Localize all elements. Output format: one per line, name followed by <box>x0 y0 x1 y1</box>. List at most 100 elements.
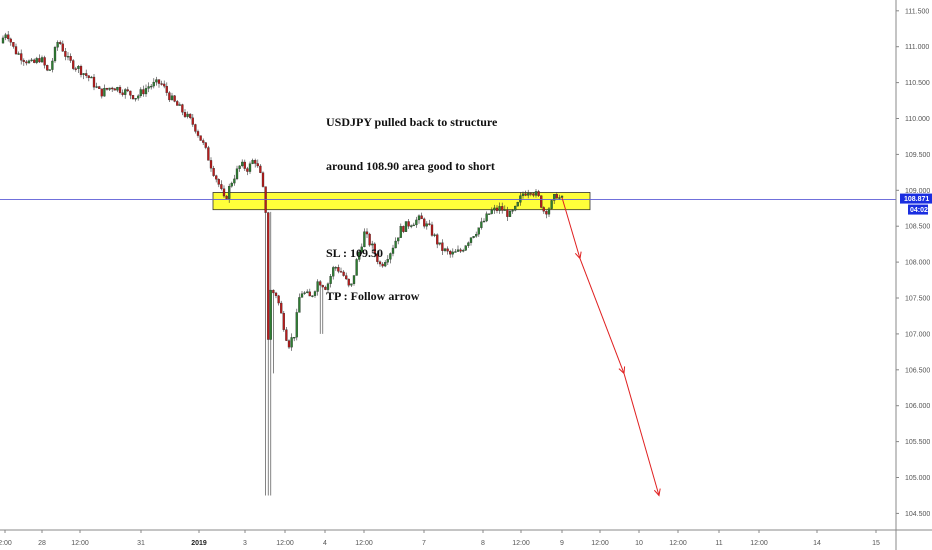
time-tick-label: 11 <box>715 540 722 547</box>
candle-body <box>27 60 31 64</box>
candle-body <box>313 291 317 296</box>
candle-body <box>285 329 288 341</box>
arrow-segment <box>561 197 581 259</box>
candle-body <box>116 87 119 91</box>
candle-body <box>321 285 324 288</box>
candle-body <box>1 37 5 44</box>
candle-body <box>251 160 254 164</box>
candle-body <box>272 289 275 294</box>
price-tick-label: 110.000 <box>905 116 930 123</box>
candle-body <box>209 160 213 169</box>
candle-body <box>235 168 239 180</box>
price-tick-label: 104.500 <box>905 511 930 518</box>
candle-body <box>7 34 10 40</box>
candle-body <box>51 60 54 70</box>
candle-body <box>4 34 7 39</box>
candle-body <box>160 83 163 85</box>
candle-body <box>204 142 207 148</box>
candle-body <box>550 200 553 209</box>
candle-body <box>319 281 322 286</box>
candle-body <box>35 58 38 63</box>
candle-body <box>241 161 244 167</box>
candle-body <box>69 56 72 61</box>
candle-body <box>168 92 171 101</box>
candle-body <box>256 163 259 167</box>
candle-body <box>553 194 556 201</box>
candle-body <box>134 98 137 100</box>
candle-body <box>295 312 298 338</box>
candle-body <box>129 90 132 96</box>
candle-body <box>337 267 340 272</box>
time-tick-label: 14 <box>813 540 821 547</box>
candle-body <box>441 242 444 251</box>
candle-body <box>428 223 431 225</box>
candle-body <box>53 47 57 62</box>
time-tick-label: 12:00 <box>591 540 609 547</box>
arrow-segment <box>579 258 625 374</box>
time-tick-label: 12:00 <box>750 540 768 547</box>
candle-body <box>547 208 551 215</box>
candle-body <box>9 38 12 43</box>
candle-body <box>77 66 80 69</box>
candle-body <box>514 205 517 211</box>
candle-body <box>529 193 532 195</box>
candle-body <box>79 66 83 75</box>
candle-body <box>290 337 293 348</box>
candle-body <box>339 271 343 273</box>
candle-body <box>121 92 124 95</box>
time-tick-label: 7 <box>422 540 426 547</box>
candle-body <box>274 292 278 296</box>
candle-body <box>381 263 384 267</box>
time-tick-label: 2:00 <box>0 540 12 547</box>
yellow-zone-rect <box>212 192 591 211</box>
candle-body <box>46 65 49 71</box>
candle-body <box>98 86 101 89</box>
candle-body <box>259 165 262 173</box>
candle-body <box>433 234 436 236</box>
price-tick-label: 105.500 <box>905 439 930 446</box>
candle-body <box>298 297 301 313</box>
price-badge <box>900 193 932 204</box>
time-tick-label: 15 <box>872 540 880 547</box>
candle-body <box>144 88 148 95</box>
candle-body <box>12 42 15 47</box>
candle-body <box>480 221 483 228</box>
time-axis[interactable]: 2:00 28 12:00 31 2019 3 12:00 4 12:00 7 8 12:00 9 12:… <box>0 529 932 547</box>
candle-body <box>186 113 189 117</box>
candle-body <box>261 172 265 187</box>
candle-body <box>66 56 70 58</box>
candle-body <box>155 79 158 83</box>
candle-body <box>277 295 280 304</box>
candle-body <box>215 175 218 180</box>
candle-body <box>194 124 197 132</box>
time-tick-label: 12:00 <box>71 540 89 547</box>
candle-body <box>113 88 116 91</box>
candle-body <box>389 253 392 260</box>
candle-body <box>410 225 413 227</box>
candle-body <box>511 210 514 212</box>
candle-body <box>399 226 402 238</box>
candle-body <box>48 69 51 71</box>
candle-body <box>371 243 374 246</box>
candle-body <box>495 207 499 211</box>
candle-body <box>316 281 319 292</box>
candle-body <box>207 147 210 161</box>
price-tick-label: 106.500 <box>905 367 930 374</box>
candle-body <box>490 210 493 214</box>
candlestick-series <box>1 30 564 496</box>
candle-body <box>152 81 155 87</box>
time-tick-label: 10 <box>635 540 643 547</box>
candle-body <box>103 87 106 97</box>
candle-body <box>230 182 233 187</box>
price-axis[interactable]: 111.500 111.000 110.500 110.000 109.500 109.0… <box>895 0 930 550</box>
candle-body <box>430 224 434 236</box>
candle-body <box>347 278 350 286</box>
candle-body <box>139 89 142 97</box>
candle-body <box>40 57 44 63</box>
candle-body <box>454 251 457 253</box>
candle-body <box>111 87 114 90</box>
candle-body <box>269 289 272 340</box>
candle-body <box>365 231 369 235</box>
note-line-4: SL : 109.50 <box>326 245 384 260</box>
